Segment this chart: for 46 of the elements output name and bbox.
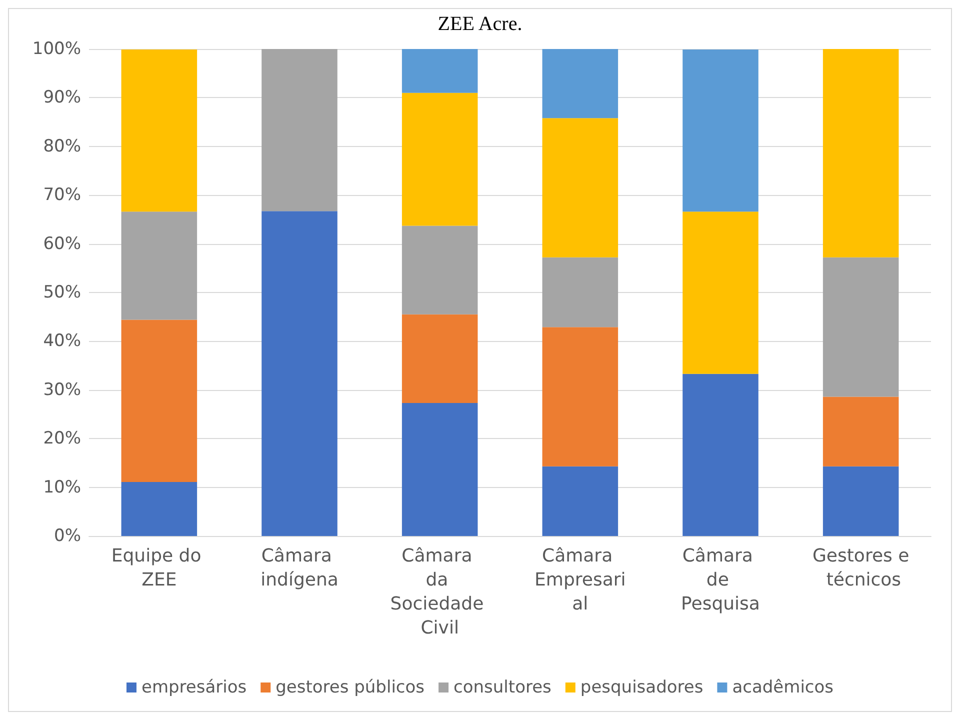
x-tick-label: Câmara da Sociedade Civil bbox=[390, 546, 490, 638]
bar bbox=[542, 118, 618, 258]
chart-title: ZEE Acre. bbox=[438, 13, 522, 35]
legend-label: pesquisadores bbox=[580, 678, 704, 698]
bar bbox=[542, 466, 618, 536]
x-tick-label: Equipe do ZEE bbox=[111, 546, 207, 590]
bar bbox=[121, 320, 198, 482]
bar bbox=[542, 49, 618, 118]
bar bbox=[402, 403, 478, 536]
x-tick-label: Câmara Empresarial bbox=[534, 546, 626, 614]
bar bbox=[542, 257, 618, 328]
bar bbox=[262, 211, 338, 536]
bar bbox=[121, 212, 198, 320]
bar bbox=[822, 49, 899, 258]
y-tick-label: 100% bbox=[32, 39, 81, 59]
bar bbox=[402, 49, 478, 93]
y-tick-label: 50% bbox=[43, 282, 81, 302]
y-tick-label: 80% bbox=[43, 136, 81, 156]
bar bbox=[682, 374, 758, 536]
bar bbox=[262, 49, 338, 212]
bar bbox=[121, 482, 198, 536]
legend-label: acadêmicos bbox=[732, 678, 834, 698]
bar bbox=[402, 314, 478, 404]
y-tick-label: 30% bbox=[43, 380, 81, 400]
bar bbox=[822, 466, 899, 536]
legend-label: empresários bbox=[141, 678, 247, 698]
y-tick-label: 20% bbox=[43, 428, 81, 449]
y-tick-label: 60% bbox=[43, 234, 81, 254]
y-tick-label: 0% bbox=[54, 526, 81, 546]
y-tick-label: 70% bbox=[43, 185, 81, 206]
bar bbox=[682, 49, 758, 212]
x-tick-label: Câmara de Pesquisa bbox=[681, 546, 760, 614]
bar bbox=[542, 327, 618, 466]
bar bbox=[822, 396, 899, 466]
x-tick-label: Câmara indígena bbox=[260, 546, 338, 590]
y-tick-label: 10% bbox=[43, 477, 81, 498]
y-tick-label: 40% bbox=[43, 331, 81, 352]
x-tick-label: Gestores e técnicos bbox=[812, 546, 910, 590]
y-tick-label: 90% bbox=[43, 88, 81, 108]
bar bbox=[822, 257, 899, 397]
bar bbox=[402, 226, 478, 314]
bar bbox=[121, 49, 198, 212]
legend-label: consultores bbox=[454, 678, 552, 698]
legend-label: gestores públicos bbox=[276, 678, 425, 698]
bar bbox=[682, 212, 758, 374]
bar bbox=[402, 92, 478, 226]
